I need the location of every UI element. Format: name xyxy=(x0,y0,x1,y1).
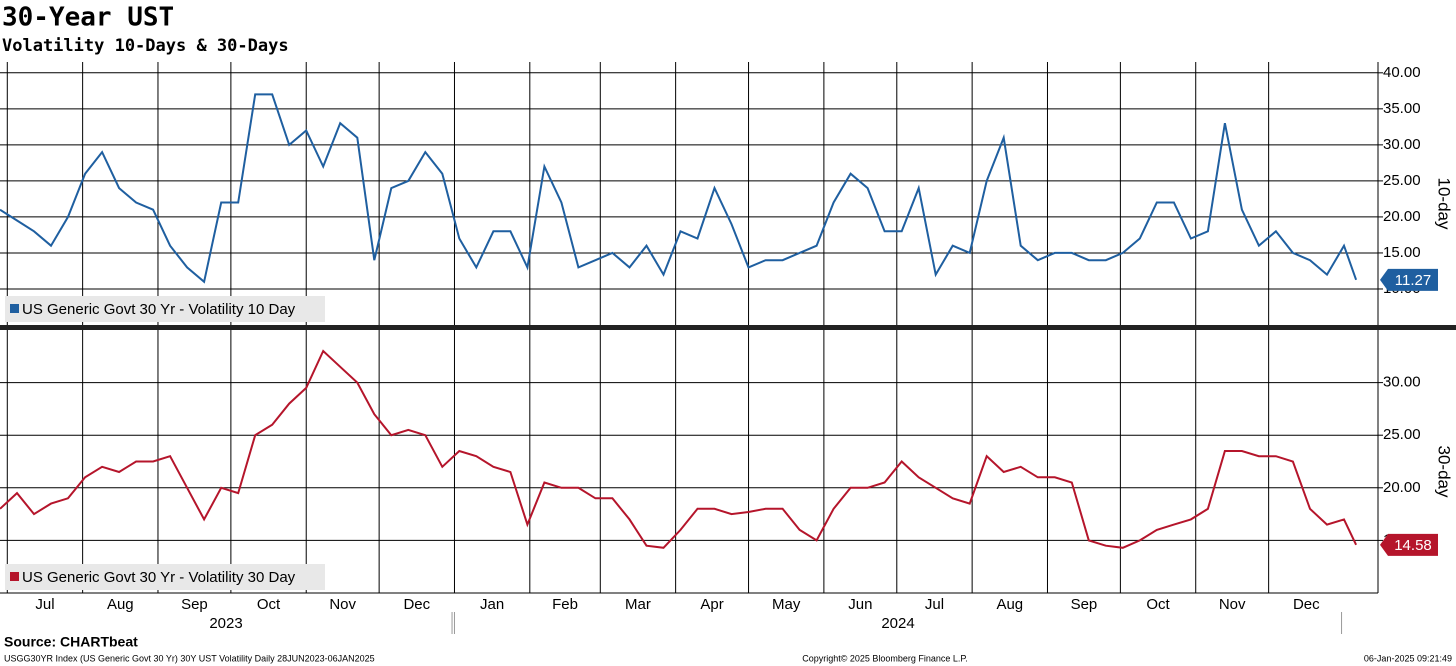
source: Source: CHARTbeat xyxy=(4,634,138,650)
y-axis-label: 10-day xyxy=(1435,178,1454,230)
chart-title: 30-Year UST xyxy=(2,3,174,33)
x-tick-label: Feb xyxy=(552,596,578,613)
legend-label: US Generic Govt 30 Yr - Volatility 30 Da… xyxy=(22,569,296,586)
x-tick-label: Sep xyxy=(181,596,208,613)
line xyxy=(0,93,1358,284)
footer-ticker: USGG30YR Index (US Generic Govt 30 Yr) 3… xyxy=(4,653,375,663)
legend-swatch xyxy=(10,304,19,313)
legend-label: US Generic Govt 30 Yr - Volatility 10 Da… xyxy=(22,301,296,318)
y-tick-label: 35.00 xyxy=(1383,100,1421,117)
x-tick-label: Nov xyxy=(329,596,356,613)
footer-timestamp: 06-Jan-2025 09:21:49 xyxy=(1364,653,1452,663)
value-tag xyxy=(1380,533,1438,556)
footer-copyright: Copyright© 2025 Bloomberg Finance L.P. xyxy=(802,653,968,663)
x-tick-label: Oct xyxy=(1146,596,1170,613)
value-tag-label: 11.27 xyxy=(1395,272,1431,289)
x-tick-label: Mar xyxy=(625,596,651,613)
x-tick-label: Dec xyxy=(403,596,430,613)
x-tick-label: Jun xyxy=(848,596,872,613)
y-tick-label: 30.00 xyxy=(1383,374,1421,391)
x-tick-label: Jan xyxy=(480,596,504,613)
x-year-label: 2024 xyxy=(881,615,914,632)
panel-divider xyxy=(0,325,1456,330)
line xyxy=(0,349,1358,549)
y-tick-label: 25.00 xyxy=(1383,426,1421,443)
y-tick-label: 30.00 xyxy=(1383,136,1421,153)
y-axis-label: 30-day xyxy=(1435,446,1454,498)
x-tick-label: Aug xyxy=(107,596,134,613)
x-year-label: 2023 xyxy=(209,615,242,632)
y-tick-label: 20.00 xyxy=(1383,479,1421,496)
y-tick-label: 40.00 xyxy=(1383,64,1421,81)
value-tag xyxy=(1380,268,1438,291)
x-tick-label: Oct xyxy=(257,596,281,613)
x-tick-label: Dec xyxy=(1293,596,1320,613)
legend-swatch xyxy=(10,572,19,581)
x-tick-label: Nov xyxy=(1219,596,1246,613)
legend-box xyxy=(5,564,325,590)
y-tick-label: 20.00 xyxy=(1383,208,1421,225)
x-tick-label: Aug xyxy=(996,596,1023,613)
legend-box xyxy=(5,296,325,322)
x-tick-label: Jul xyxy=(925,596,944,613)
x-tick-label: Jul xyxy=(35,596,54,613)
x-tick-label: Sep xyxy=(1071,596,1098,613)
y-tick-label: 25.00 xyxy=(1383,172,1421,189)
chart-subtitle: Volatility 10-Days & 30-Days xyxy=(2,36,289,56)
value-tag-label: 14.58 xyxy=(1394,537,1432,554)
x-tick-label: May xyxy=(772,596,801,613)
y-tick-label: 15.00 xyxy=(1383,244,1421,261)
x-tick-label: Apr xyxy=(700,596,723,613)
